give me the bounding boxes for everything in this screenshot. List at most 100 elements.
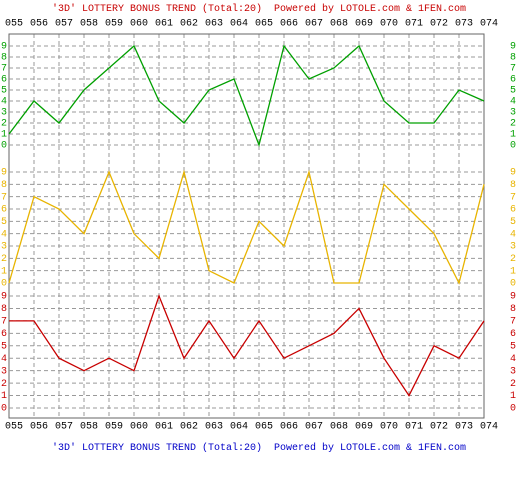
y-tick-label-left: 3 bbox=[1, 366, 7, 377]
y-tick-label-left: 8 bbox=[1, 53, 7, 64]
y-tick-label-right: 7 bbox=[510, 64, 516, 75]
x-tick-label-top: 064 bbox=[230, 19, 248, 30]
y-tick-label-left: 5 bbox=[1, 217, 7, 228]
y-tick-label-right: 6 bbox=[510, 75, 516, 86]
y-tick-label-left: 7 bbox=[1, 64, 7, 75]
x-tick-label-top: 068 bbox=[330, 19, 348, 30]
y-tick-label-right: 3 bbox=[510, 242, 516, 253]
x-tick-label-bottom: 055 bbox=[5, 422, 23, 433]
x-tick-label-bottom: 069 bbox=[355, 422, 373, 433]
y-tick-label-left: 0 bbox=[1, 141, 7, 152]
y-tick-label-left: 2 bbox=[1, 379, 7, 390]
y-tick-label-left: 4 bbox=[1, 354, 7, 365]
x-tick-label-top: 067 bbox=[305, 19, 323, 30]
y-tick-label-right: 2 bbox=[510, 254, 516, 265]
x-tick-label-top: 069 bbox=[355, 19, 373, 30]
x-tick-label-top: 055 bbox=[5, 19, 23, 30]
x-tick-label-top: 059 bbox=[105, 19, 123, 30]
y-tick-label-right: 5 bbox=[510, 86, 516, 97]
x-tick-label-bottom: 059 bbox=[105, 422, 123, 433]
x-tick-label-top: 074 bbox=[480, 19, 498, 30]
x-tick-label-top: 066 bbox=[280, 19, 298, 30]
chart-title-bottom: '3D' LOTTERY BONUS TREND (Total:20) Power… bbox=[52, 442, 466, 454]
y-tick-label-left: 0 bbox=[1, 404, 7, 415]
y-tick-label-right: 0 bbox=[510, 141, 516, 152]
x-tick-label-bottom: 063 bbox=[205, 422, 223, 433]
y-tick-label-left: 1 bbox=[1, 130, 7, 141]
y-tick-label-left: 6 bbox=[1, 75, 7, 86]
x-tick-label-bottom: 058 bbox=[80, 422, 98, 433]
y-tick-label-left: 0 bbox=[1, 279, 7, 290]
y-tick-label-right: 4 bbox=[510, 354, 516, 365]
y-tick-label-left: 4 bbox=[1, 229, 7, 240]
x-tick-label-top: 058 bbox=[80, 19, 98, 30]
x-tick-label-top: 060 bbox=[130, 19, 148, 30]
y-tick-label-right: 6 bbox=[510, 205, 516, 216]
y-tick-label-right: 1 bbox=[510, 130, 516, 141]
x-tick-label-bottom: 057 bbox=[55, 422, 73, 433]
x-tick-label-top: 061 bbox=[155, 19, 173, 30]
x-tick-label-bottom: 074 bbox=[480, 422, 498, 433]
y-tick-label-right: 0 bbox=[510, 279, 516, 290]
y-tick-label-left: 1 bbox=[1, 391, 7, 402]
y-tick-label-right: 4 bbox=[510, 229, 516, 240]
y-tick-label-left: 7 bbox=[1, 192, 7, 203]
y-tick-label-right: 5 bbox=[510, 217, 516, 228]
y-tick-label-left: 2 bbox=[1, 119, 7, 130]
y-tick-label-right: 3 bbox=[510, 366, 516, 377]
subtitle: Powered by LOTOLE.com & 1FEN.com bbox=[274, 3, 466, 15]
y-tick-label-right: 7 bbox=[510, 317, 516, 328]
y-tick-label-right: 7 bbox=[510, 192, 516, 203]
x-tick-label-bottom: 065 bbox=[255, 422, 273, 433]
y-tick-label-right: 1 bbox=[510, 266, 516, 277]
x-tick-label-top: 073 bbox=[455, 19, 473, 30]
y-tick-label-left: 3 bbox=[1, 108, 7, 119]
y-tick-label-right: 4 bbox=[510, 97, 516, 108]
x-tick-label-top: 056 bbox=[30, 19, 48, 30]
chart-title-top: '3D' LOTTERY BONUS TREND (Total:20) Power… bbox=[52, 3, 466, 15]
trend-line bbox=[8, 169, 485, 285]
y-tick-label-left: 4 bbox=[1, 97, 7, 108]
x-tick-label-bottom: 064 bbox=[230, 422, 248, 433]
y-tick-label-right: 8 bbox=[510, 53, 516, 64]
y-tick-label-right: 6 bbox=[510, 329, 516, 340]
x-tick-label-top: 070 bbox=[380, 19, 398, 30]
x-tick-label-bottom: 060 bbox=[130, 422, 148, 433]
y-tick-label-left: 2 bbox=[1, 254, 7, 265]
subtitle: Powered by LOTOLE.com & 1FEN.com bbox=[274, 442, 466, 454]
y-tick-label-left: 9 bbox=[1, 292, 7, 303]
trend-line bbox=[8, 44, 485, 148]
x-tick-label-bottom: 073 bbox=[455, 422, 473, 433]
y-tick-label-right: 5 bbox=[510, 341, 516, 352]
x-tick-label-bottom: 061 bbox=[155, 422, 173, 433]
y-tick-label-left: 9 bbox=[1, 168, 7, 179]
x-tick-label-top: 062 bbox=[180, 19, 198, 30]
y-tick-label-right: 2 bbox=[510, 379, 516, 390]
y-tick-label-right: 0 bbox=[510, 404, 516, 415]
y-tick-label-right: 8 bbox=[510, 180, 516, 191]
x-tick-label-bottom: 072 bbox=[430, 422, 448, 433]
y-tick-label-left: 1 bbox=[1, 266, 7, 277]
x-tick-label-bottom: 067 bbox=[305, 422, 323, 433]
y-tick-label-right: 2 bbox=[510, 119, 516, 130]
y-tick-label-left: 5 bbox=[1, 341, 7, 352]
trend-line bbox=[9, 294, 485, 397]
y-tick-label-left: 6 bbox=[1, 329, 7, 340]
y-tick-label-left: 5 bbox=[1, 86, 7, 97]
y-tick-label-left: 3 bbox=[1, 242, 7, 253]
x-tick-label-top: 057 bbox=[55, 19, 73, 30]
x-tick-label-bottom: 062 bbox=[180, 422, 198, 433]
x-tick-label-bottom: 071 bbox=[405, 422, 423, 433]
y-tick-label-right: 9 bbox=[510, 292, 516, 303]
x-tick-label-top: 071 bbox=[405, 19, 423, 30]
y-tick-label-right: 8 bbox=[510, 304, 516, 315]
y-tick-label-right: 1 bbox=[510, 391, 516, 402]
x-tick-label-top: 065 bbox=[255, 19, 273, 30]
x-tick-label-top: 063 bbox=[205, 19, 223, 30]
x-tick-label-bottom: 066 bbox=[280, 422, 298, 433]
x-tick-label-bottom: 070 bbox=[380, 422, 398, 433]
y-tick-label-right: 3 bbox=[510, 108, 516, 119]
x-tick-label-top: 072 bbox=[430, 19, 448, 30]
plot-frame bbox=[8, 33, 485, 419]
y-tick-label-left: 6 bbox=[1, 205, 7, 216]
